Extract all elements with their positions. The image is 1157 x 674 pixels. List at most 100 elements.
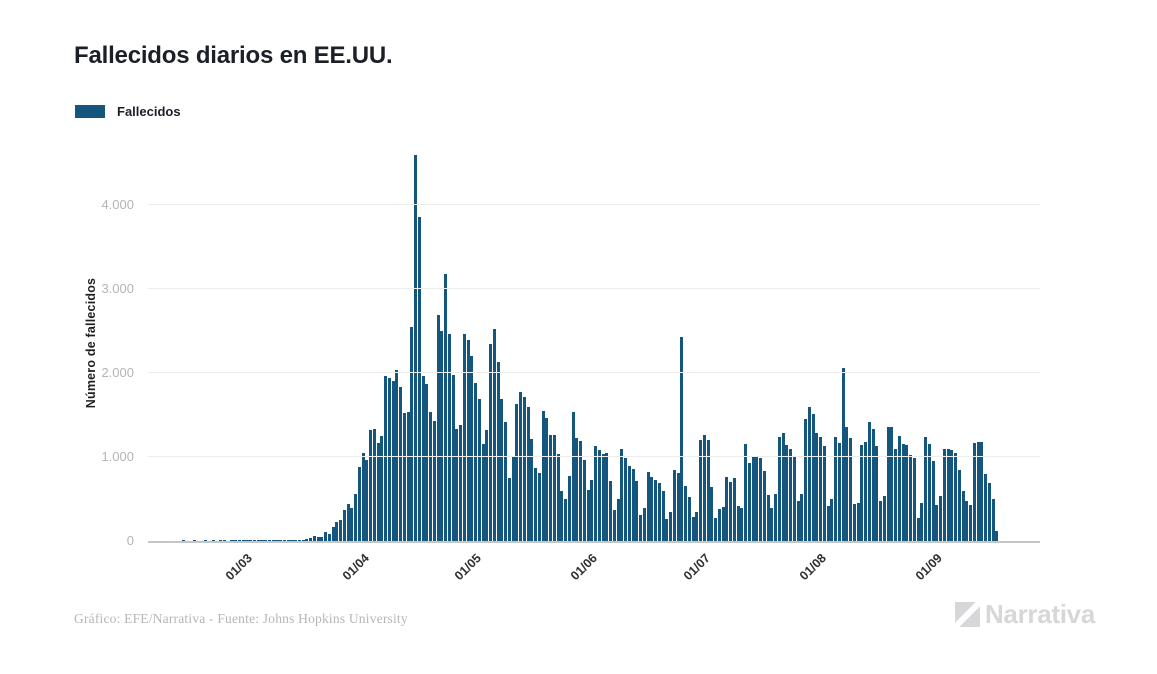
- bar[interactable]: [710, 487, 714, 541]
- bar[interactable]: [459, 424, 463, 541]
- bar[interactable]: [841, 367, 845, 541]
- bar[interactable]: [264, 540, 268, 541]
- bar[interactable]: [297, 540, 301, 541]
- bar[interactable]: [676, 473, 680, 541]
- bar[interactable]: [792, 457, 796, 541]
- bar[interactable]: [331, 527, 335, 541]
- bar[interactable]: [286, 540, 290, 541]
- bar[interactable]: [879, 500, 883, 541]
- bar[interactable]: [552, 435, 556, 541]
- bar[interactable]: [526, 407, 530, 541]
- bar[interactable]: [282, 540, 286, 541]
- bar[interactable]: [924, 436, 928, 541]
- bar[interactable]: [680, 337, 684, 541]
- bar[interactable]: [759, 457, 763, 541]
- bar[interactable]: [534, 468, 538, 541]
- bar[interactable]: [406, 412, 410, 541]
- bar[interactable]: [564, 499, 568, 541]
- bar[interactable]: [339, 520, 343, 541]
- bar[interactable]: [987, 483, 991, 541]
- bar[interactable]: [515, 404, 519, 541]
- bar[interactable]: [650, 477, 654, 541]
- bar[interactable]: [972, 442, 976, 541]
- bar[interactable]: [237, 540, 242, 541]
- bar[interactable]: [995, 530, 999, 541]
- bar[interactable]: [402, 412, 406, 541]
- bar[interactable]: [905, 445, 909, 541]
- bar[interactable]: [181, 540, 185, 541]
- bar[interactable]: [864, 441, 868, 541]
- bar[interactable]: [369, 430, 373, 541]
- bar[interactable]: [376, 443, 380, 541]
- bar[interactable]: [252, 540, 257, 541]
- bar[interactable]: [845, 426, 849, 541]
- bar[interactable]: [387, 378, 391, 541]
- bar[interactable]: [766, 494, 770, 541]
- bar[interactable]: [740, 508, 744, 541]
- bar[interactable]: [594, 445, 598, 541]
- bar[interactable]: [541, 410, 545, 541]
- bar[interactable]: [462, 333, 466, 541]
- bar[interactable]: [421, 376, 425, 541]
- bar[interactable]: [837, 442, 841, 541]
- bar[interactable]: [777, 436, 781, 541]
- bar[interactable]: [867, 421, 871, 541]
- bar[interactable]: [571, 412, 575, 541]
- bar[interactable]: [579, 440, 583, 541]
- bar[interactable]: [530, 438, 534, 541]
- bar[interactable]: [545, 418, 549, 541]
- bar[interactable]: [346, 503, 350, 541]
- bar[interactable]: [414, 155, 418, 541]
- bar[interactable]: [811, 414, 815, 541]
- bar[interactable]: [489, 343, 493, 541]
- bar[interactable]: [706, 440, 710, 541]
- bar[interactable]: [361, 452, 365, 541]
- bar[interactable]: [372, 429, 376, 541]
- bar[interactable]: [395, 370, 399, 541]
- bar[interactable]: [504, 421, 508, 541]
- bar[interactable]: [485, 429, 489, 541]
- bar[interactable]: [732, 478, 736, 541]
- bar[interactable]: [969, 504, 973, 541]
- bar[interactable]: [230, 540, 234, 541]
- bar[interactable]: [687, 497, 691, 541]
- bar[interactable]: [275, 540, 279, 541]
- bar[interactable]: [249, 540, 253, 541]
- bar[interactable]: [642, 508, 646, 541]
- bar[interactable]: [961, 490, 965, 541]
- bar[interactable]: [826, 505, 830, 541]
- bar[interactable]: [774, 493, 778, 541]
- bar[interactable]: [631, 469, 635, 541]
- bar[interactable]: [901, 444, 905, 541]
- bar[interactable]: [305, 539, 309, 541]
- bar[interactable]: [234, 540, 238, 541]
- bar[interactable]: [511, 456, 515, 541]
- bar[interactable]: [436, 314, 440, 541]
- bar[interactable]: [560, 491, 564, 541]
- bar[interactable]: [954, 452, 958, 541]
- bar[interactable]: [946, 449, 950, 541]
- bar[interactable]: [639, 514, 643, 541]
- bar[interactable]: [785, 445, 789, 541]
- bar[interactable]: [894, 449, 898, 541]
- bar[interactable]: [665, 518, 669, 541]
- bar[interactable]: [819, 436, 823, 541]
- bar[interactable]: [695, 511, 699, 541]
- bar[interactable]: [882, 496, 886, 541]
- bar[interactable]: [601, 454, 605, 541]
- bar[interactable]: [747, 462, 751, 541]
- bar[interactable]: [800, 493, 804, 541]
- bar[interactable]: [391, 381, 395, 541]
- bar[interactable]: [661, 490, 665, 541]
- bar[interactable]: [755, 457, 759, 541]
- bar[interactable]: [789, 448, 793, 541]
- bar[interactable]: [849, 437, 853, 541]
- bar[interactable]: [590, 479, 594, 541]
- bar[interactable]: [432, 420, 436, 541]
- bar[interactable]: [470, 356, 474, 541]
- bar[interactable]: [620, 449, 624, 541]
- bar[interactable]: [605, 452, 609, 541]
- bar[interactable]: [350, 508, 354, 541]
- bar[interactable]: [834, 436, 838, 541]
- bar[interactable]: [522, 396, 526, 541]
